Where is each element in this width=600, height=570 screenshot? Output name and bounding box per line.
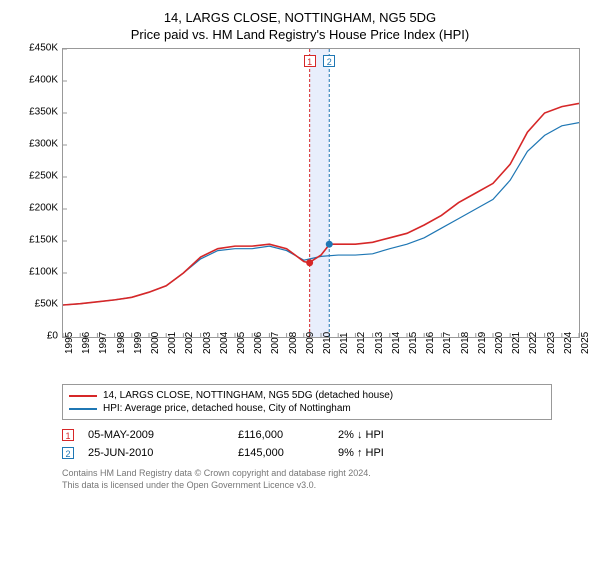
sale-marker-label: 2	[323, 55, 335, 67]
x-tick-label: 1996	[81, 332, 92, 354]
x-tick-label: 2011	[339, 332, 350, 354]
x-tick-label: 2001	[167, 332, 178, 354]
page-title: 14, LARGS CLOSE, NOTTINGHAM, NG5 5DG	[0, 10, 600, 25]
x-tick-label: 2023	[546, 332, 557, 354]
x-tick-label: 2002	[184, 332, 195, 354]
transaction-date: 25-JUN-2010	[88, 447, 238, 459]
x-tick-label: 2017	[442, 332, 453, 354]
transaction-price: £145,000	[238, 447, 338, 459]
chart-legend: 14, LARGS CLOSE, NOTTINGHAM, NG5 5DG (de…	[62, 384, 552, 420]
y-tick-label: £300K	[29, 139, 58, 150]
legend-item: HPI: Average price, detached house, City…	[69, 402, 545, 415]
x-tick-label: 2015	[408, 332, 419, 354]
y-tick-label: £400K	[29, 75, 58, 86]
x-tick-label: 2021	[511, 332, 522, 354]
x-tick-label: 1998	[116, 332, 127, 354]
legend-item: 14, LARGS CLOSE, NOTTINGHAM, NG5 5DG (de…	[69, 389, 545, 402]
transaction-price: £116,000	[238, 429, 338, 441]
y-tick-label: £250K	[29, 171, 58, 182]
legend-label: HPI: Average price, detached house, City…	[103, 403, 351, 414]
y-tick-label: £200K	[29, 203, 58, 214]
x-tick-label: 2012	[356, 332, 367, 354]
legend-swatch	[69, 408, 97, 410]
legend-swatch	[69, 395, 97, 397]
x-tick-label: 2006	[253, 332, 264, 354]
x-tick-label: 2020	[494, 332, 505, 354]
transaction-date: 05-MAY-2009	[88, 429, 238, 441]
x-tick-label: 2016	[425, 332, 436, 354]
plot-area: 12	[62, 48, 580, 338]
y-tick-label: £100K	[29, 267, 58, 278]
x-tick-label: 2007	[270, 332, 281, 354]
y-axis: £0£50K£100K£150K£200K£250K£300K£350K£400…	[20, 48, 62, 338]
y-tick-label: £0	[47, 331, 58, 342]
y-tick-label: £350K	[29, 107, 58, 118]
footer-line: Contains HM Land Registry data © Crown c…	[62, 468, 580, 480]
x-tick-label: 2019	[477, 332, 488, 354]
transaction-row: 2 25-JUN-2010£145,0009% ↑ HPI	[62, 444, 552, 462]
x-tick-label: 1995	[64, 332, 75, 354]
transaction-hpi-diff: 2% ↓ HPI	[338, 429, 438, 441]
transaction-table: 1 05-MAY-2009£116,0002% ↓ HPI 2 25-JUN-2010…	[62, 426, 552, 462]
x-tick-label: 2009	[305, 332, 316, 354]
transaction-marker: 2	[62, 447, 74, 459]
sale-marker-label: 1	[304, 55, 316, 67]
x-tick-label: 2013	[374, 332, 385, 354]
y-tick-label: £50K	[35, 299, 58, 310]
x-axis: 1995199619971998199920002001200220032004…	[62, 338, 580, 378]
x-tick-label: 2014	[391, 332, 402, 354]
x-tick-label: 2000	[150, 332, 161, 354]
x-tick-label: 2018	[460, 332, 471, 354]
price-chart: £0 £50K £100K £150K £200K £250K £300K £350K £400…	[20, 48, 580, 378]
x-tick-label: 1997	[98, 332, 109, 354]
legend-label: 14, LARGS CLOSE, NOTTINGHAM, NG5 5DG (de…	[103, 390, 393, 401]
x-tick-label: 2003	[202, 332, 213, 354]
transaction-marker: 1	[62, 429, 74, 441]
page-subtitle: Price paid vs. HM Land Registry's House …	[0, 27, 600, 42]
x-tick-label: 2024	[563, 332, 574, 354]
x-tick-label: 2022	[528, 332, 539, 354]
x-tick-label: 2025	[580, 332, 591, 354]
x-tick-label: 2008	[288, 332, 299, 354]
transaction-hpi-diff: 9% ↑ HPI	[338, 447, 438, 459]
x-tick-label: 2004	[219, 332, 230, 354]
y-tick-label: £150K	[29, 235, 58, 246]
x-tick-label: 1999	[133, 332, 144, 354]
data-attribution: Contains HM Land Registry data © Crown c…	[62, 468, 580, 491]
y-tick-label: £450K	[29, 43, 58, 54]
x-tick-label: 2005	[236, 332, 247, 354]
transaction-row: 1 05-MAY-2009£116,0002% ↓ HPI	[62, 426, 552, 444]
footer-line: This data is licensed under the Open Gov…	[62, 480, 580, 492]
x-tick-label: 2010	[322, 332, 333, 354]
